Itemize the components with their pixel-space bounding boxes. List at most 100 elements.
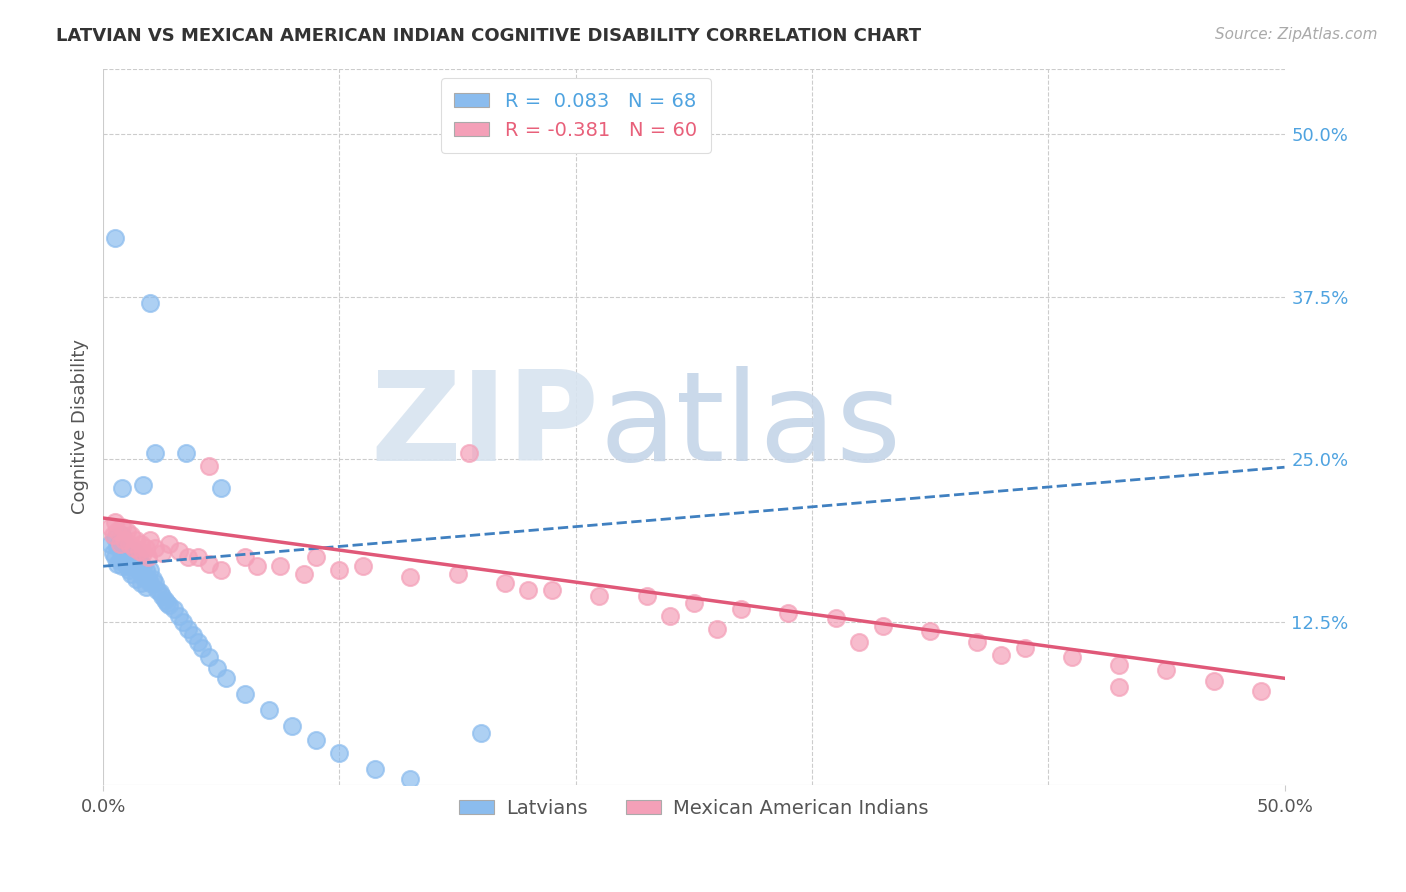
Point [920, 624, 942, 639]
Point [181, 628, 204, 642]
Point [105, 540, 128, 554]
Point [328, 746, 350, 760]
Point [135, 541, 157, 555]
Point [257, 702, 280, 716]
Point [101, 528, 124, 542]
Point [990, 648, 1012, 662]
Point [399, 569, 422, 583]
Text: Source: ZipAtlas.com: Source: ZipAtlas.com [1215, 27, 1378, 42]
Point [187, 550, 209, 565]
Point [872, 619, 894, 633]
Point [1250, 684, 1272, 698]
Point [128, 563, 150, 577]
Point [174, 446, 197, 460]
Point [269, 559, 291, 574]
Point [132, 559, 155, 574]
Point [233, 550, 256, 565]
Point [966, 635, 988, 649]
Point [129, 537, 152, 551]
Point [177, 622, 200, 636]
Point [104, 531, 127, 545]
Point [108, 537, 131, 551]
Point [1060, 650, 1083, 665]
Point [150, 546, 173, 560]
Point [150, 589, 173, 603]
Point [1108, 658, 1130, 673]
Point [128, 543, 150, 558]
Point [135, 563, 157, 577]
Point [352, 559, 374, 574]
Point [112, 535, 135, 549]
Point [305, 732, 328, 747]
Point [1156, 664, 1178, 678]
Point [149, 585, 172, 599]
Point [541, 582, 564, 597]
Point [135, 580, 157, 594]
Point [163, 602, 186, 616]
Point [143, 446, 166, 460]
Point [215, 671, 238, 685]
Point [105, 557, 128, 571]
Point [101, 546, 124, 560]
Point [129, 557, 152, 571]
Point [104, 550, 127, 565]
Point [118, 546, 141, 560]
Point [205, 661, 228, 675]
Point [636, 589, 658, 603]
Point [198, 557, 221, 571]
Point [157, 599, 180, 613]
Point [730, 602, 752, 616]
Point [118, 563, 141, 577]
Point [115, 540, 138, 554]
Point [1108, 681, 1130, 695]
Point [494, 576, 516, 591]
Point [121, 567, 143, 582]
Point [115, 559, 138, 574]
Point [112, 533, 135, 548]
Point [458, 446, 481, 460]
Point [139, 533, 162, 548]
Point [198, 650, 221, 665]
Point [139, 296, 162, 310]
Point [305, 550, 328, 565]
Point [121, 528, 143, 542]
Text: atlas: atlas [599, 367, 901, 487]
Point [111, 481, 134, 495]
Point [659, 608, 682, 623]
Point [143, 541, 166, 555]
Point [153, 593, 176, 607]
Point [129, 576, 152, 591]
Point [172, 615, 194, 630]
Point [588, 589, 610, 603]
Point [136, 550, 159, 565]
Point [112, 550, 135, 565]
Point [824, 611, 846, 625]
Point [132, 569, 155, 583]
Text: ZIP: ZIP [371, 367, 599, 487]
Point [1202, 673, 1225, 688]
Point [122, 541, 145, 555]
Point [682, 596, 704, 610]
Point [187, 635, 209, 649]
Point [157, 537, 180, 551]
Point [328, 563, 350, 577]
Point [246, 559, 269, 574]
Text: LATVIAN VS MEXICAN AMERICAN INDIAN COGNITIVE DISABILITY CORRELATION CHART: LATVIAN VS MEXICAN AMERICAN INDIAN COGNI… [56, 27, 921, 45]
Point [1014, 641, 1036, 656]
Point [108, 554, 131, 568]
Point [399, 772, 422, 786]
Point [139, 563, 162, 577]
Point [105, 524, 128, 538]
Point [146, 582, 169, 597]
Point [122, 543, 145, 558]
Point [143, 576, 166, 591]
Point [132, 546, 155, 560]
Point [125, 533, 148, 548]
Point [848, 635, 870, 649]
Legend: Latvians, Mexican American Indians: Latvians, Mexican American Indians [451, 791, 936, 826]
Point [104, 231, 127, 245]
Point [128, 550, 150, 565]
Point [122, 559, 145, 574]
Point [132, 478, 155, 492]
Point [104, 515, 127, 529]
